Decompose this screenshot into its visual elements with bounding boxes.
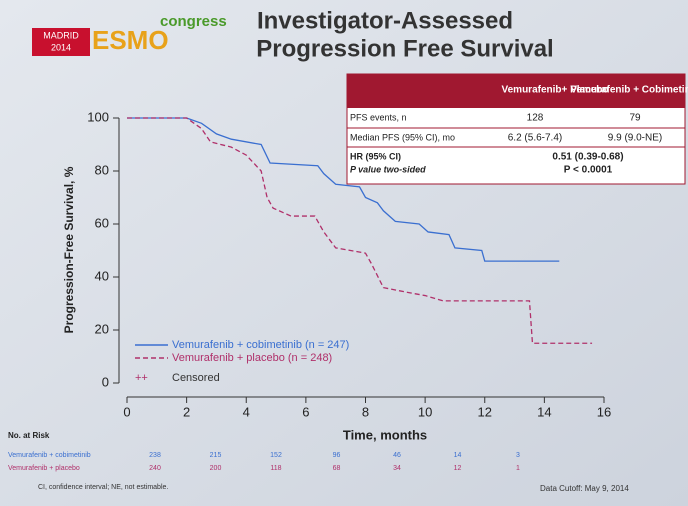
row-label: PFS events, n bbox=[350, 112, 407, 122]
y-tick-label: 20 bbox=[95, 321, 109, 336]
x-tick-label: 14 bbox=[537, 404, 551, 419]
risk-count: 240 bbox=[149, 465, 161, 472]
x-tick-label: 12 bbox=[478, 404, 492, 419]
legend-label: Vemurafenib + cobimetinib (n = 247) bbox=[172, 339, 349, 351]
x-tick-label: 8 bbox=[362, 404, 369, 419]
x-tick-label: 2 bbox=[183, 404, 190, 419]
risk-count: 238 bbox=[149, 452, 161, 459]
legend-label: Censored bbox=[172, 372, 220, 384]
col-header: Vemurafenib+ Placebo bbox=[502, 85, 609, 96]
km-curve bbox=[127, 117, 560, 262]
logo-city: MADRID bbox=[43, 30, 79, 40]
risk-count: 34 bbox=[393, 465, 401, 472]
row-label: P value two-sided bbox=[350, 164, 426, 174]
risk-count: 96 bbox=[333, 452, 341, 459]
x-tick-label: 0 bbox=[123, 404, 130, 419]
risk-count: 1 bbox=[516, 465, 520, 472]
risk-count: 68 bbox=[333, 465, 341, 472]
x-axis-label: Time, months bbox=[343, 427, 427, 442]
row-label: Median PFS (95% CI), mo bbox=[350, 132, 455, 142]
title: Investigator-Assessed bbox=[257, 7, 513, 34]
risk-count: 3 bbox=[516, 452, 520, 459]
logo-year: 2014 bbox=[51, 42, 71, 52]
risk-count: 12 bbox=[454, 465, 462, 472]
cell: 0.51 (0.39-0.68) bbox=[552, 152, 623, 163]
x-tick-label: 10 bbox=[418, 404, 432, 419]
cell: 128 bbox=[527, 113, 544, 124]
legend-label: Vemurafenib + placebo (n = 248) bbox=[172, 352, 332, 364]
y-tick-label: 0 bbox=[102, 374, 109, 389]
title: Progression Free Survival bbox=[256, 35, 553, 62]
cutoff: Data Cutoff: May 9, 2014 bbox=[540, 484, 629, 493]
cell: 6.2 (5.6-7.4) bbox=[508, 133, 562, 144]
y-tick-label: 60 bbox=[95, 215, 109, 230]
x-tick-label: 6 bbox=[302, 404, 309, 419]
legend-marker: ++ bbox=[135, 372, 148, 384]
y-axis-label: Progression-Free Survival, % bbox=[62, 166, 76, 333]
risk-title: No. at Risk bbox=[8, 431, 50, 440]
logo-box bbox=[32, 28, 90, 56]
logo-word: congress bbox=[160, 13, 227, 30]
cell: 79 bbox=[629, 113, 641, 124]
table-header bbox=[347, 74, 685, 108]
risk-count: 46 bbox=[393, 452, 401, 459]
y-tick-label: 80 bbox=[95, 162, 109, 177]
km-curve bbox=[127, 117, 593, 344]
risk-count: 152 bbox=[270, 452, 282, 459]
cell: 9.9 (9.0-NE) bbox=[608, 133, 662, 144]
risk-label: Vemurafenib + cobimetinib bbox=[8, 452, 91, 459]
x-tick-label: 16 bbox=[597, 404, 611, 419]
logo-brand: ESMO bbox=[92, 25, 169, 55]
footnote: CI, confidence interval; NE, not estimab… bbox=[38, 484, 168, 491]
x-tick-label: 4 bbox=[243, 404, 250, 419]
risk-count: 200 bbox=[210, 465, 222, 472]
risk-count: 215 bbox=[210, 452, 222, 459]
row-label: HR (95% CI) bbox=[350, 151, 401, 161]
risk-label: Vemurafenib + placebo bbox=[8, 465, 80, 472]
y-tick-label: 40 bbox=[95, 268, 109, 283]
risk-count: 118 bbox=[270, 465, 281, 472]
cell: P < 0.0001 bbox=[564, 165, 613, 176]
col-header: Vemurafenib + Cobimetinib bbox=[570, 85, 688, 96]
risk-count: 14 bbox=[454, 452, 462, 459]
y-tick-label: 100 bbox=[87, 109, 109, 124]
